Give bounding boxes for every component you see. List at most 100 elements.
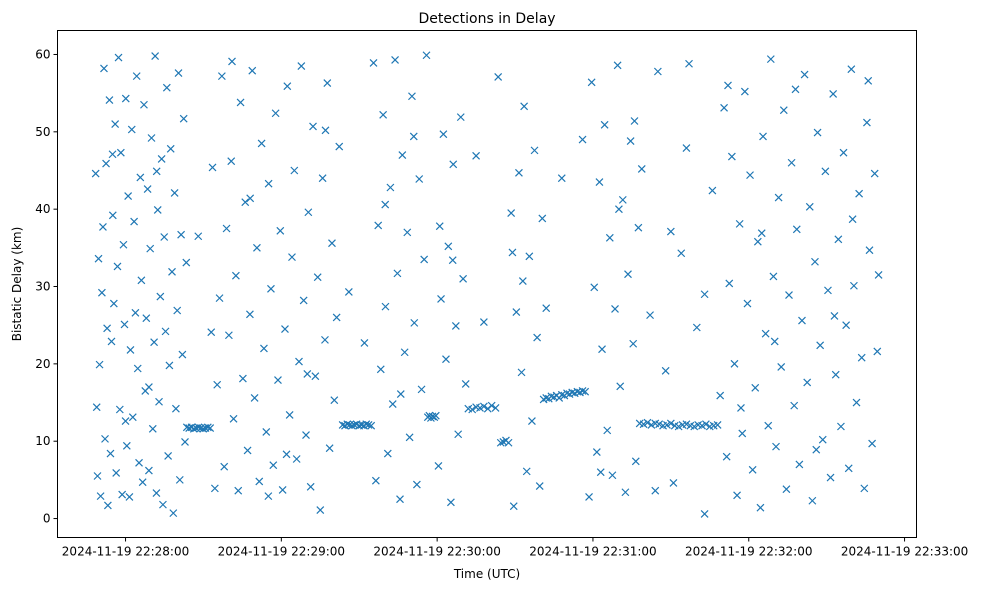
data-point bbox=[386, 183, 395, 192]
data-point bbox=[748, 465, 757, 474]
data-point bbox=[362, 420, 371, 429]
data-point bbox=[292, 455, 301, 463]
data-point bbox=[522, 467, 531, 476]
data-point bbox=[527, 417, 536, 426]
data-point bbox=[100, 64, 108, 73]
data-point bbox=[800, 70, 809, 79]
data-point bbox=[142, 314, 151, 323]
data-point bbox=[626, 137, 635, 146]
data-point bbox=[97, 288, 106, 297]
data-point bbox=[743, 299, 752, 308]
data-point bbox=[431, 411, 440, 420]
data-point bbox=[595, 178, 604, 187]
data-point bbox=[174, 69, 183, 77]
data-point bbox=[818, 435, 827, 444]
data-point bbox=[155, 397, 163, 406]
data-point bbox=[504, 438, 513, 447]
data-point bbox=[396, 495, 404, 504]
data-point bbox=[422, 51, 431, 60]
data-point bbox=[494, 72, 503, 81]
data-point bbox=[420, 255, 429, 264]
data-point bbox=[538, 214, 547, 223]
data-point bbox=[808, 496, 817, 505]
data-point bbox=[400, 348, 409, 357]
x-tick-label: 2024-11-19 22:33:00 bbox=[841, 545, 968, 559]
data-point bbox=[95, 360, 104, 369]
data-point bbox=[282, 450, 291, 459]
data-point bbox=[116, 148, 125, 157]
data-point bbox=[236, 98, 245, 107]
data-point bbox=[96, 492, 105, 501]
data-point bbox=[812, 445, 821, 454]
data-point bbox=[369, 59, 378, 67]
data-point bbox=[772, 442, 780, 451]
data-point bbox=[613, 61, 622, 70]
data-point bbox=[646, 311, 654, 320]
data-point bbox=[603, 426, 612, 435]
data-point bbox=[816, 341, 825, 350]
data-point bbox=[207, 328, 216, 337]
data-point bbox=[852, 398, 861, 407]
data-point bbox=[581, 387, 590, 396]
data-point bbox=[722, 452, 731, 461]
data-point bbox=[600, 120, 609, 129]
data-point bbox=[557, 174, 566, 183]
data-point bbox=[520, 102, 529, 111]
data-point bbox=[241, 198, 250, 207]
data-point bbox=[344, 288, 353, 296]
data-point bbox=[267, 284, 275, 293]
data-point bbox=[831, 370, 840, 379]
data-point bbox=[805, 202, 814, 211]
data-point bbox=[415, 175, 424, 183]
data-point bbox=[782, 485, 791, 494]
data-point bbox=[468, 405, 477, 414]
data-point bbox=[260, 344, 268, 353]
data-point bbox=[868, 439, 877, 448]
data-point bbox=[733, 491, 741, 500]
data-point bbox=[138, 478, 147, 487]
data-point bbox=[208, 163, 217, 172]
data-point bbox=[777, 363, 786, 371]
data-point bbox=[262, 427, 271, 436]
data-point bbox=[108, 150, 117, 159]
data-point bbox=[124, 192, 133, 200]
data-point bbox=[517, 368, 526, 377]
data-point bbox=[508, 248, 517, 257]
data-point bbox=[661, 366, 670, 375]
data-point bbox=[621, 488, 630, 497]
y-tick-label: 0 bbox=[43, 512, 51, 526]
data-point bbox=[442, 355, 450, 364]
data-point bbox=[434, 462, 443, 470]
data-point bbox=[228, 57, 236, 66]
data-point bbox=[451, 322, 460, 330]
data-point bbox=[874, 270, 883, 279]
data-point bbox=[231, 271, 240, 280]
data-point bbox=[164, 451, 173, 460]
data-point bbox=[598, 345, 606, 354]
data-point bbox=[403, 228, 412, 237]
data-point bbox=[759, 132, 767, 141]
data-point bbox=[103, 324, 112, 333]
x-tick-label: 2024-11-19 22:31:00 bbox=[529, 545, 656, 559]
data-point bbox=[585, 492, 593, 501]
data-point bbox=[634, 223, 643, 232]
data-point bbox=[121, 417, 130, 426]
data-point bbox=[157, 154, 166, 163]
data-point bbox=[860, 484, 869, 493]
data-point bbox=[410, 318, 419, 327]
data-point bbox=[150, 338, 159, 347]
data-point bbox=[509, 502, 518, 511]
data-point bbox=[303, 369, 312, 378]
data-point bbox=[321, 335, 329, 344]
data-point bbox=[398, 151, 407, 159]
data-point bbox=[290, 166, 299, 175]
data-point bbox=[106, 449, 115, 458]
data-point bbox=[203, 423, 212, 432]
data-point bbox=[245, 310, 254, 319]
data-point bbox=[103, 501, 112, 510]
data-point bbox=[542, 393, 551, 402]
data-point bbox=[120, 320, 129, 329]
data-point bbox=[278, 486, 287, 494]
data-point bbox=[839, 148, 848, 157]
